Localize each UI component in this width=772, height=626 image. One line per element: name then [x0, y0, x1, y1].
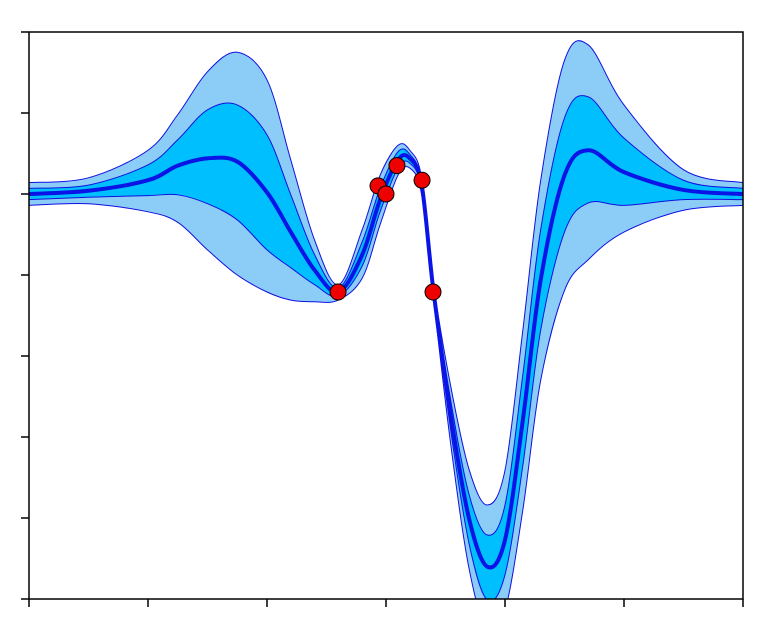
plot-area	[29, 40, 743, 599]
observation	[377, 185, 395, 203]
band	[29, 40, 743, 599]
band-edge	[29, 160, 743, 599]
band-edge	[29, 40, 743, 506]
band-edge	[29, 165, 743, 599]
observation	[424, 283, 442, 301]
observation	[329, 283, 347, 301]
axes-frame	[28, 31, 744, 600]
observation	[413, 171, 431, 189]
band	[29, 95, 743, 599]
observation	[388, 157, 406, 175]
axes	[21, 31, 744, 607]
